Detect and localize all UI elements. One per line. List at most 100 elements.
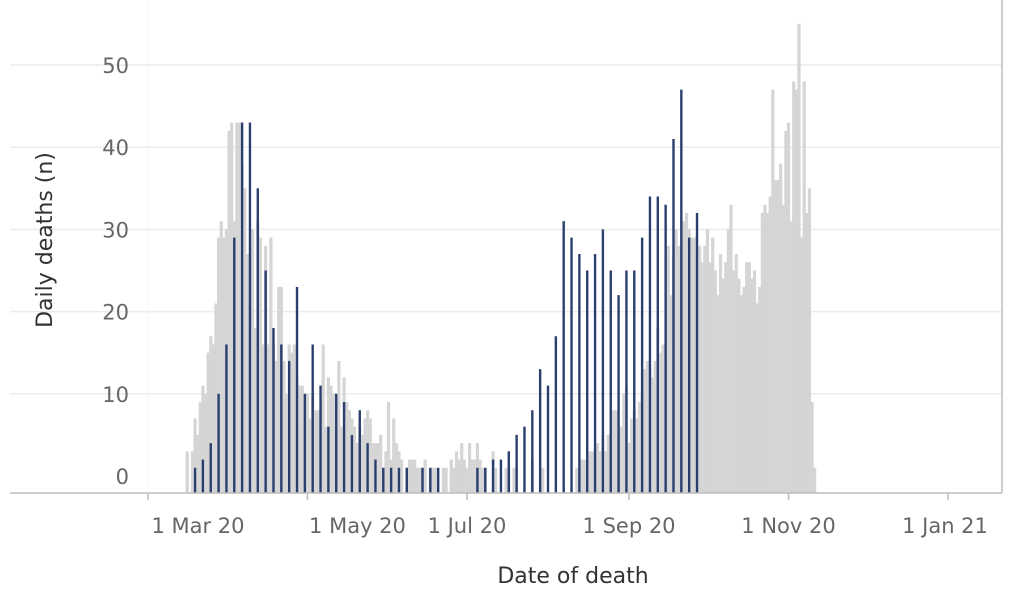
daily-bar (650, 377, 655, 493)
daily-bar (250, 229, 255, 493)
daily-bar (810, 402, 814, 493)
daily-bar (467, 443, 472, 493)
daily-bar (739, 295, 744, 493)
daily-bar (423, 459, 427, 493)
x-tick-label-4: 1 Nov 20 (741, 514, 835, 538)
highlight-bar (217, 393, 220, 493)
daily-bar (206, 352, 210, 493)
daily-bar (763, 204, 767, 494)
daily-bar (643, 369, 647, 493)
daily-bar (274, 360, 278, 493)
daily-bar (789, 221, 793, 493)
highlight-bar (648, 196, 652, 493)
highlight-bar (625, 270, 628, 493)
highlight-bar (342, 402, 346, 493)
daily-bar (261, 344, 265, 493)
highlight-bar (656, 196, 660, 493)
daily-bar (433, 467, 438, 493)
daily-bar (716, 295, 720, 493)
daily-bar (394, 443, 398, 493)
y-axis-title: Daily deaths (n) (33, 152, 58, 328)
daily-bar (711, 237, 715, 493)
highlight-bar (562, 221, 565, 493)
daily-bar (449, 459, 453, 493)
daily-bar (243, 188, 247, 494)
daily-bar (773, 180, 778, 493)
daily-bar (799, 237, 804, 493)
daily-bar (669, 295, 673, 493)
daily-bar (813, 467, 817, 493)
daily-bar (460, 443, 464, 493)
daily-bar (692, 237, 697, 493)
highlight-bar (554, 336, 558, 493)
daily-bar (470, 459, 474, 493)
highlight-bar (695, 212, 699, 493)
daily-bar (211, 344, 215, 493)
daily-bar (768, 196, 772, 493)
highlight-bar (311, 344, 314, 493)
highlight-bar (436, 467, 440, 493)
daily-bar (752, 270, 757, 493)
daily-bar (504, 467, 508, 493)
daily-bar (630, 418, 634, 493)
daily-bar (637, 402, 642, 493)
daily-bar (784, 130, 788, 493)
daily-bar (363, 418, 367, 493)
daily-bar (713, 270, 717, 493)
highlight-bar (201, 459, 205, 493)
daily-bar (266, 344, 270, 493)
daily-bar (611, 410, 615, 493)
highlight-bar (366, 443, 369, 493)
daily-bar (399, 459, 404, 493)
highlight-bar (272, 328, 275, 493)
daily-bar (627, 443, 631, 493)
daily-bar (737, 278, 741, 493)
highlight-bar (358, 410, 361, 493)
highlight-bar (280, 344, 283, 493)
highlight-bar (264, 270, 267, 493)
highlight-bar (287, 360, 291, 493)
highlight-bar (515, 434, 518, 493)
y-tick-label-20: 20 (102, 301, 129, 325)
highlight-bar (687, 237, 691, 493)
daily-bar (614, 410, 618, 493)
daily-bar (258, 237, 263, 493)
daily-bar (219, 221, 223, 493)
x-tick-label-5: 1 Jan 21 (902, 514, 988, 538)
daily-bar (700, 262, 704, 493)
daily-bar (196, 434, 200, 493)
daily-bar (645, 360, 649, 493)
daily-bar (698, 245, 702, 493)
highlight-bar (248, 122, 252, 493)
daily-bar (300, 385, 304, 493)
highlight-bar (256, 188, 260, 494)
daily-bar (690, 237, 694, 493)
daily-bar (392, 418, 396, 493)
daily-bar (431, 467, 435, 493)
daily-bar (316, 410, 320, 493)
x-axis-title: Date of death (497, 564, 648, 589)
daily-bar (721, 278, 725, 493)
gridlines (10, 64, 1002, 395)
highlight-bar (193, 467, 197, 493)
y-tick-label-50: 50 (102, 54, 129, 78)
highlight-bar (405, 467, 409, 493)
daily-bar (588, 451, 592, 493)
daily-bar (222, 237, 226, 493)
highlight-bar (570, 237, 573, 493)
highlight-bar (295, 286, 299, 493)
x-tick-label-3: 1 Sep 20 (583, 514, 676, 538)
daily-bar (332, 393, 336, 493)
highlight-bar (672, 138, 675, 494)
highlight-bar (586, 270, 589, 493)
daily-bar (462, 459, 466, 493)
highlight-bar (538, 369, 542, 493)
y-tick-label-30: 30 (102, 218, 129, 242)
highlight-bar (303, 393, 307, 493)
daily-bar (413, 459, 417, 493)
daily-bar (575, 467, 579, 493)
daily-bar (596, 443, 600, 493)
highlight-bar (664, 204, 667, 494)
daily-bar (494, 467, 498, 493)
